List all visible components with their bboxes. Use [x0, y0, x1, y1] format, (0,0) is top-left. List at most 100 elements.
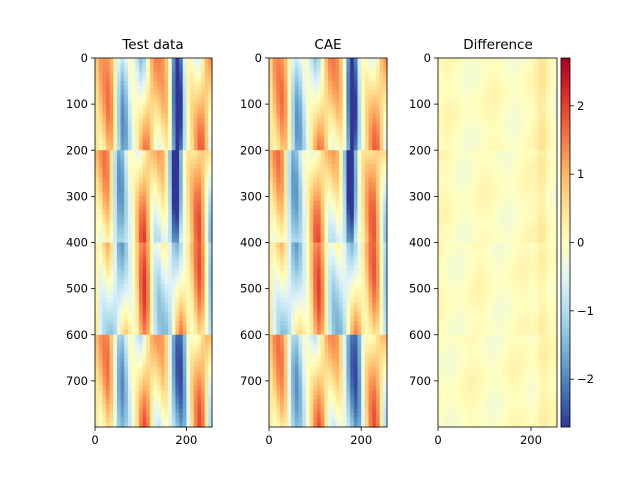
heatmap-cell: [328, 214, 333, 221]
heatmap-cell: [135, 284, 140, 290]
heatmap-cell: [269, 122, 274, 128]
heatmap-cell: [383, 228, 388, 234]
heatmap-cell: [193, 288, 198, 294]
heatmap-cell: [280, 274, 285, 280]
heatmap-cell: [186, 224, 191, 230]
heatmap-cell: [149, 219, 155, 225]
heatmap-cell: [291, 390, 296, 396]
heatmap-cell: [328, 343, 333, 350]
heatmap-cell: [280, 380, 285, 387]
heatmap-cell: [204, 417, 209, 423]
heatmap-cell: [186, 90, 191, 96]
heatmap-cell: [320, 242, 325, 248]
heatmap-cell: [379, 362, 384, 368]
heatmap-cell: [357, 117, 362, 124]
heatmap-cell: [190, 150, 195, 156]
heatmap-cell: [280, 390, 285, 396]
heatmap-cell: [116, 71, 122, 78]
heatmap-cell: [138, 343, 144, 350]
heatmap-cell: [316, 164, 322, 170]
heatmap-cell: [116, 76, 122, 82]
heatmap-cell: [102, 325, 107, 331]
heatmap-cell: [361, 224, 366, 230]
heatmap-cell: [149, 108, 155, 114]
heatmap-cell: [287, 191, 292, 197]
heatmap-cell: [109, 343, 114, 350]
heatmap-cell: [138, 228, 144, 234]
heatmap-cell: [113, 362, 118, 368]
heatmap-cell: [197, 265, 202, 271]
heatmap-cell: [302, 113, 307, 119]
heatmap-cell: [124, 145, 129, 151]
heatmap-cell: [379, 182, 384, 188]
heatmap-cell: [364, 279, 370, 285]
heatmap-cell: [342, 247, 348, 253]
heatmap-cell: [287, 256, 292, 262]
heatmap-cell: [153, 348, 158, 354]
heatmap-cell: [272, 85, 277, 91]
heatmap-cell: [361, 251, 366, 257]
heatmap-cell: [175, 330, 180, 336]
heatmap-cell: [109, 76, 114, 82]
heatmap-cell: [142, 127, 147, 133]
heatmap-cell: [116, 145, 122, 151]
heatmap-cell: [364, 205, 370, 211]
heatmap-cell: [328, 99, 333, 105]
heatmap-cell: [197, 108, 202, 114]
heatmap-cell: [291, 403, 296, 410]
heatmap-cell: [280, 76, 285, 82]
heatmap-cell: [204, 371, 209, 377]
heatmap-cell: [379, 390, 384, 396]
heatmap-cell: [324, 191, 329, 197]
heatmap-cell: [283, 90, 289, 96]
heatmap-cell: [186, 200, 191, 207]
heatmap-cell: [379, 284, 384, 290]
heatmap-cell: [138, 284, 144, 290]
heatmap-cell: [135, 168, 140, 174]
heatmap-cell: [131, 265, 136, 271]
heatmap-cell: [127, 104, 133, 110]
heatmap-cell: [316, 71, 322, 78]
heatmap-cell: [302, 343, 307, 350]
heatmap-cell: [120, 417, 125, 423]
heatmap-cell: [102, 219, 107, 225]
heatmap-cell: [102, 228, 107, 234]
heatmap-cell: [182, 357, 188, 364]
heatmap-cell: [138, 380, 144, 387]
heatmap-cell: [102, 385, 107, 391]
heatmap-cell: [149, 67, 155, 73]
heatmap-cell: [127, 320, 133, 327]
heatmap-cell: [149, 94, 155, 101]
heatmap-cell: [113, 214, 118, 221]
heatmap-cell: [171, 343, 177, 350]
heatmap-cell: [105, 127, 111, 133]
heatmap-cell: [313, 214, 318, 221]
heatmap-cell: [353, 284, 359, 290]
heatmap-cell: [342, 233, 348, 239]
heatmap-cell: [182, 233, 188, 239]
heatmap-cell: [283, 233, 289, 239]
heatmap-cell: [364, 320, 370, 327]
heatmap-cell: [328, 233, 333, 239]
heatmap-cell: [350, 288, 355, 294]
heatmap-cell: [186, 210, 191, 216]
heatmap-cell: [372, 325, 377, 331]
heatmap-cell: [98, 58, 103, 64]
heatmap-cell: [153, 247, 158, 253]
heatmap-cell: [283, 274, 289, 280]
heatmap-cell: [135, 417, 140, 423]
heatmap-cell: [320, 270, 325, 276]
heatmap-cell: [179, 403, 184, 410]
heatmap-cell: [346, 265, 351, 271]
heatmap-cell: [287, 362, 292, 368]
heatmap-cell: [135, 256, 140, 262]
heatmap-cell: [105, 85, 111, 91]
heatmap-cell: [179, 357, 184, 364]
heatmap-cell: [353, 339, 359, 345]
heatmap-cell: [379, 260, 384, 267]
heatmap-cell: [95, 399, 100, 405]
heatmap-cell: [372, 330, 377, 336]
heatmap-cell: [305, 284, 311, 290]
heatmap-cell: [379, 154, 384, 161]
heatmap-cell: [131, 168, 136, 174]
